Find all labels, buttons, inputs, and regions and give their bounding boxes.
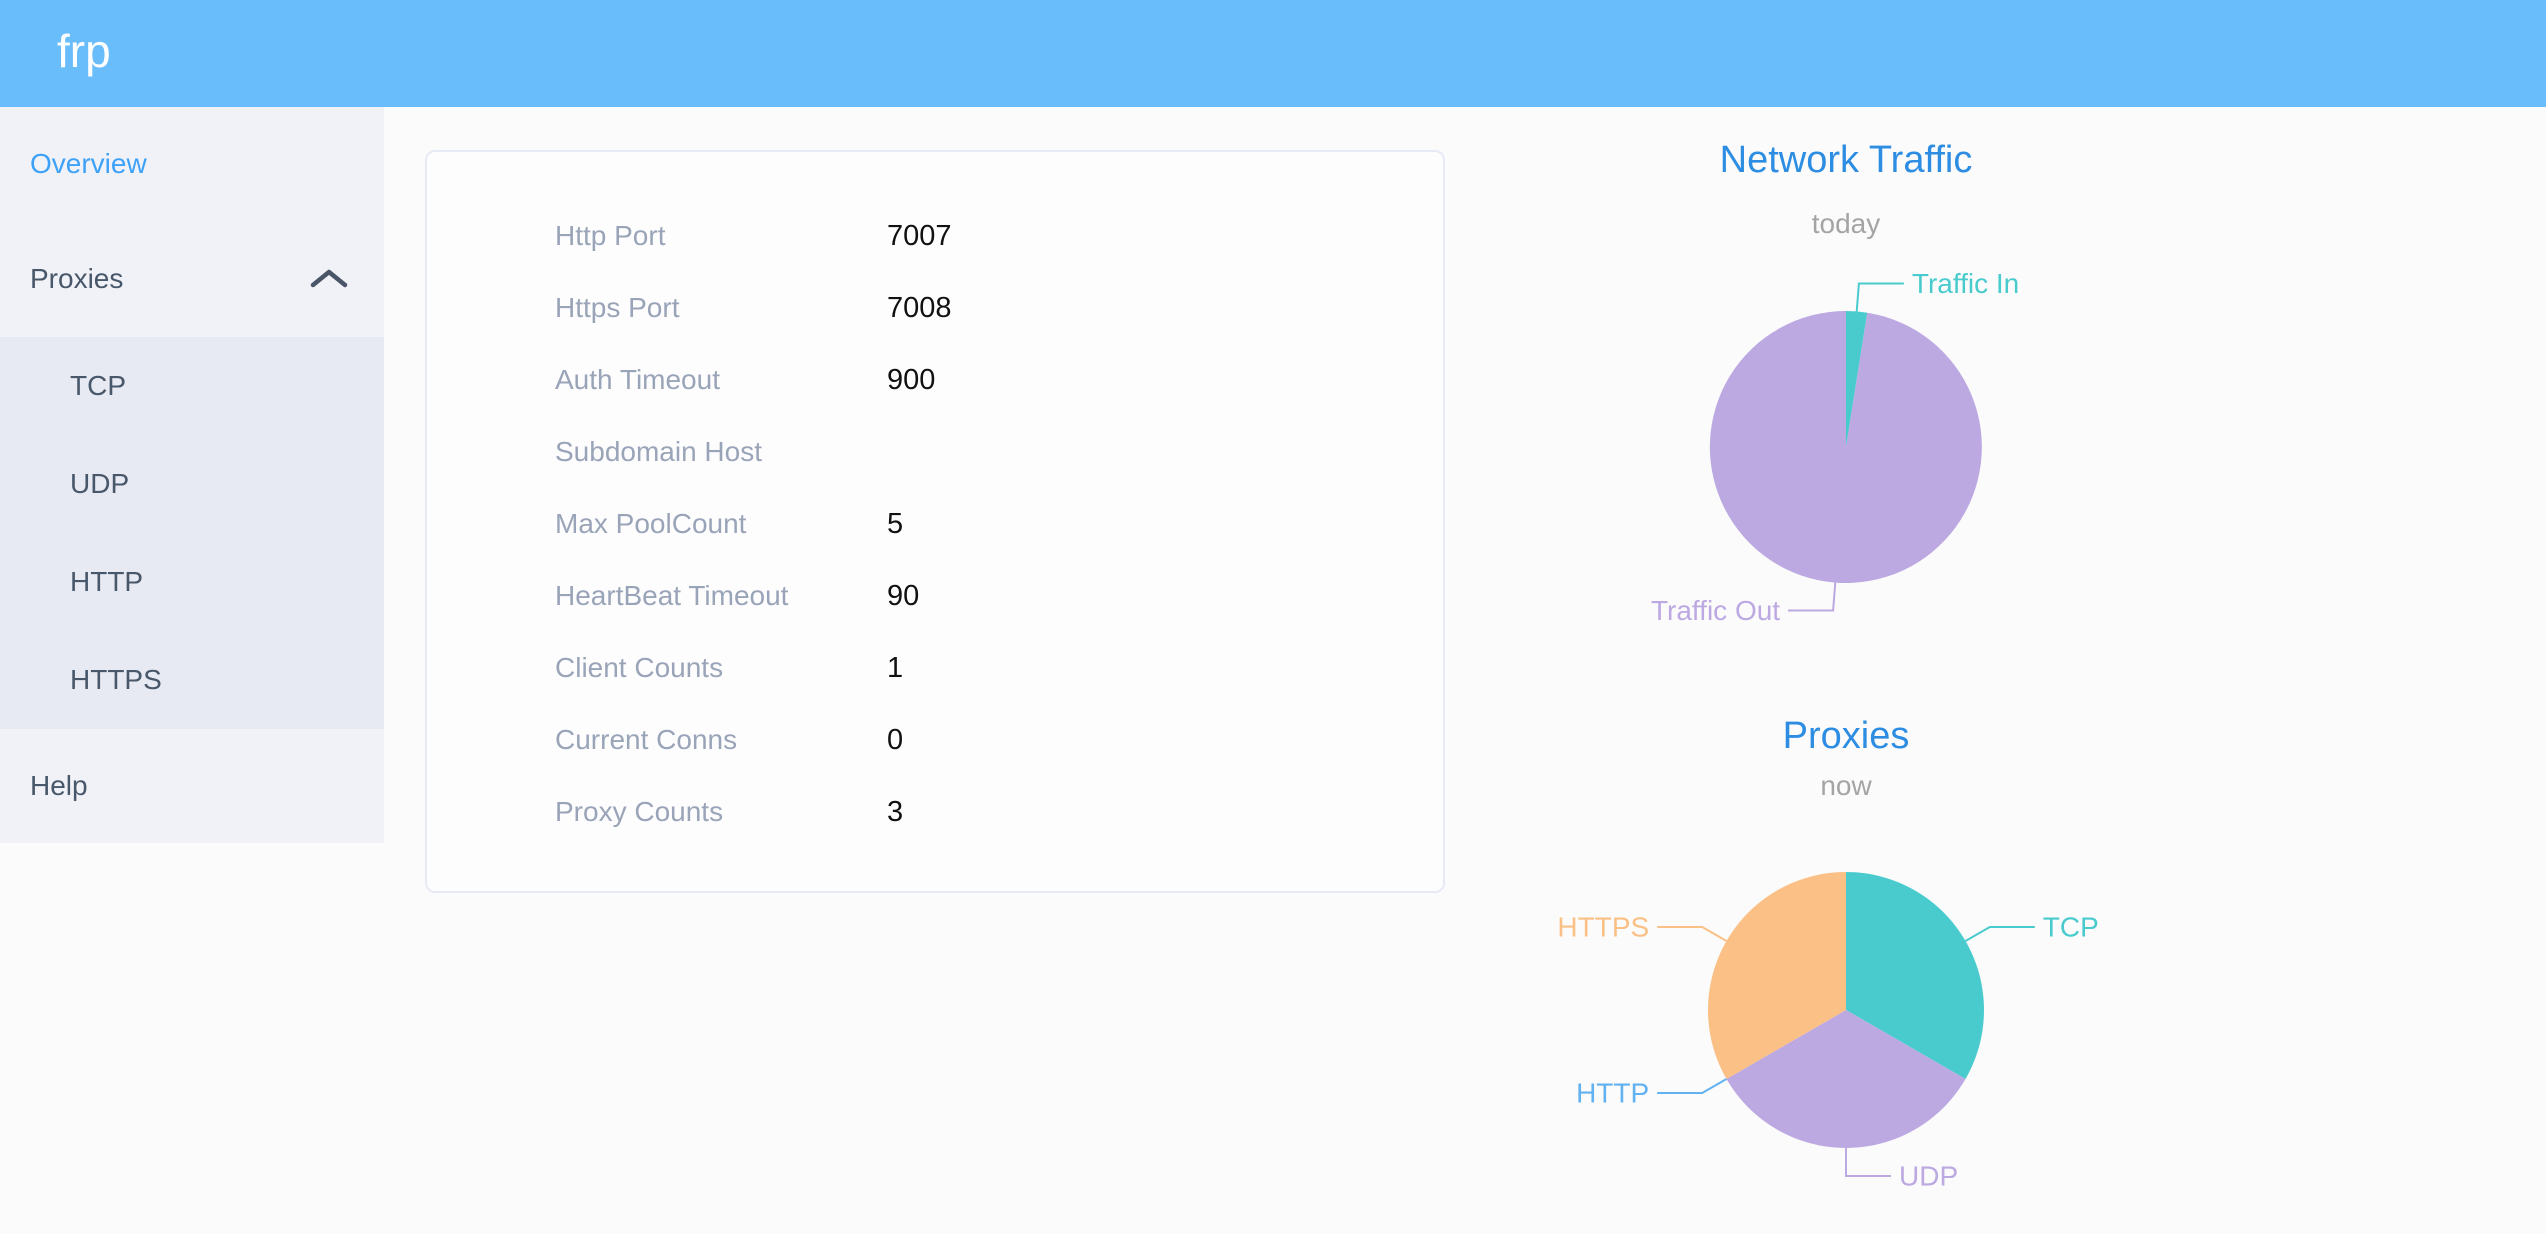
info-label: Current Conns [555,724,738,755]
pie-label-https: HTTPS [1557,912,1649,943]
table-row: Client Counts 1 [427,632,1443,704]
pie-slice-udp[interactable] [1726,1010,1966,1148]
network-traffic-subtitle: today [1811,208,1881,239]
info-label: HeartBeat Timeout [555,580,789,611]
sidebar-item-https[interactable]: HTTPS [70,664,162,695]
info-value: 7007 [887,219,952,252]
pie-slice-traffic-in[interactable] [1846,311,1868,447]
info-label: Https Port [555,292,680,323]
table-row: Max PoolCount 5 [427,488,1443,560]
table-row: Current Conns 0 [427,704,1443,776]
network-traffic-title: Network Traffic [1719,139,1973,181]
pie-label-traffic-in: Traffic In [1912,268,2019,299]
sidebar-item-help[interactable]: Help [30,770,88,801]
info-label: Client Counts [555,652,724,683]
sidebar-item-proxies[interactable]: Proxies [0,220,384,337]
pie-label-traffic-out: Traffic Out [1651,595,1780,626]
info-value: 90 [887,579,920,612]
pie-slice-tcp[interactable] [1846,872,1984,1079]
info-value: 0 [887,723,904,756]
info-value: 3 [887,795,904,828]
server-info-card: Http Port 7007 Https Port 7008 Auth Timeout 9… [425,150,1445,893]
pie-slice-https[interactable] [1708,872,1846,1079]
app-header: frp [0,0,2546,107]
sidebar-item-proxies-label: Proxies [30,263,124,294]
sidebar-item-http[interactable]: HTTP [70,566,144,597]
table-row: HeartBeat Timeout 90 [427,560,1443,632]
table-row: Http Port 7007 [427,200,1443,272]
proxies-chart-subtitle: now [1820,770,1872,801]
pie-label-line-traffic-out [1788,582,1837,612]
info-label: Http Port [555,220,666,251]
proxies-chart[interactable]: TCP UDP HTTP HTTPS [1446,820,2246,1234]
info-value: 1 [887,651,904,684]
chevron-up-icon [310,269,348,287]
info-label: Auth Timeout [555,364,720,395]
network-traffic-chart[interactable]: Traffic In Traffic Out [1446,240,2246,680]
sidebar-item-overview[interactable]: Overview [30,148,147,179]
pie-label-line-https [1657,926,1727,942]
sidebar: Overview Proxies TCP UDP HTTP HTTPS Help [0,107,384,843]
info-value: 900 [887,363,936,396]
pie-label-tcp: TCP [2043,912,2099,943]
sidebar-item-udp[interactable]: UDP [70,468,130,499]
proxies-chart-title: Proxies [1782,715,1910,757]
table-row: Proxy Counts 3 [427,776,1443,848]
info-value: 5 [887,507,904,540]
pie-label-udp: UDP [1899,1161,1958,1192]
pie-label-line-traffic-in [1855,282,1904,312]
proxies-submenu: TCP UDP HTTP HTTPS [0,337,384,729]
pie-label-line-http [1657,1078,1727,1094]
pie-label-http: HTTP [1576,1078,1649,1109]
table-row: Subdomain Host [427,416,1443,488]
info-value: 7008 [887,291,952,324]
info-label: Max PoolCount [555,508,747,539]
info-label: Proxy Counts [555,796,724,827]
pie-slice-traffic-out[interactable] [1709,310,1982,583]
sidebar-item-tcp[interactable]: TCP [70,370,126,401]
app-logo: frp [57,25,111,77]
pie-label-line-udp [1845,1148,1891,1177]
table-row: Auth Timeout 900 [427,344,1443,416]
pie-label-line-tcp [1965,926,2035,942]
table-row: Https Port 7008 [427,272,1443,344]
info-label: Subdomain Host [555,436,763,467]
